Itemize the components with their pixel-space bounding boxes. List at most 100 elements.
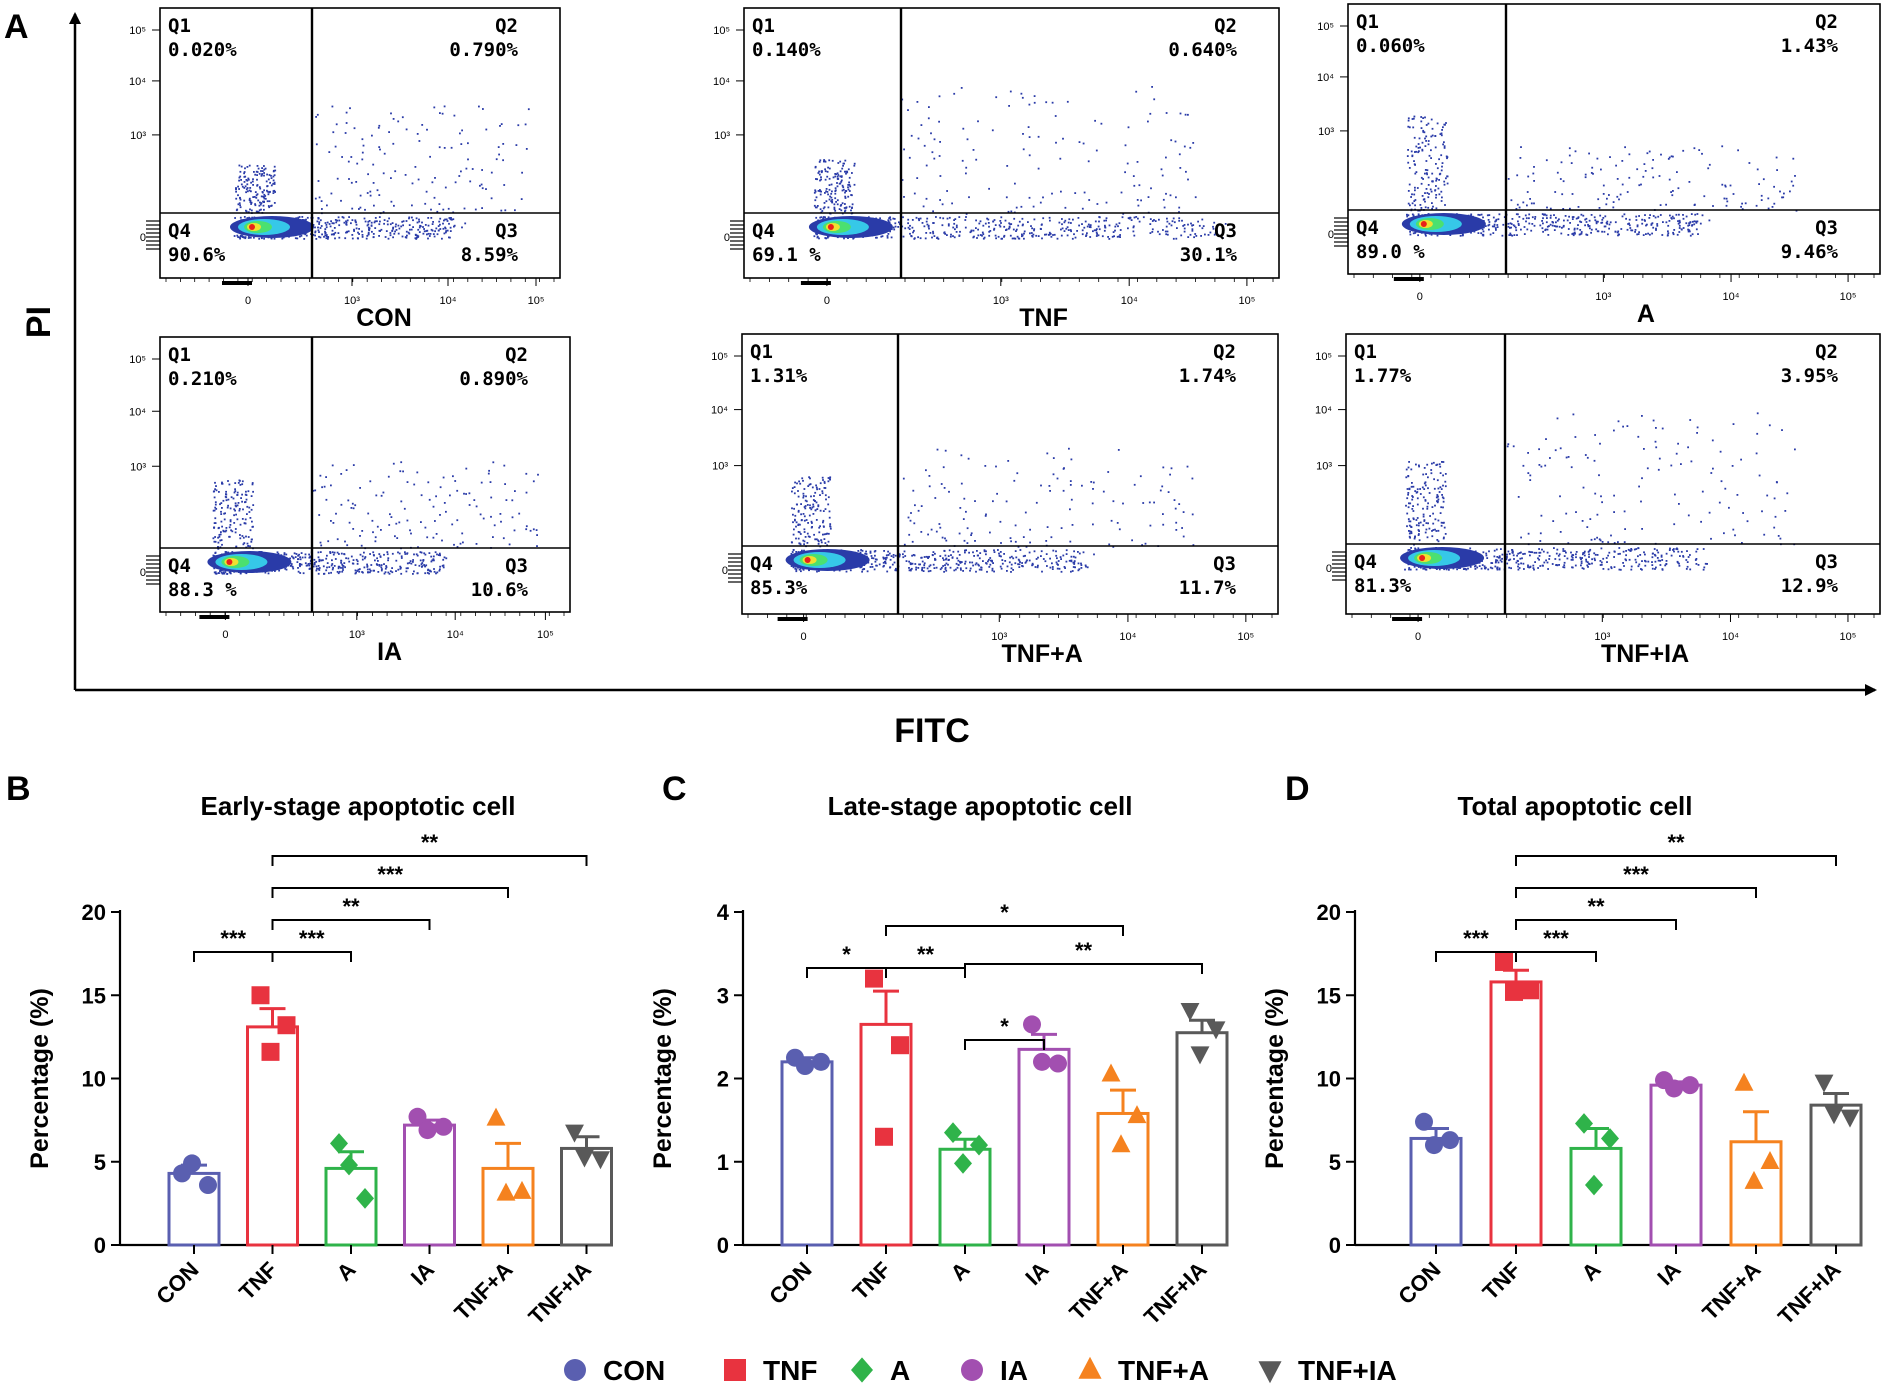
event-dot [1678, 219, 1681, 222]
event-dot [217, 527, 220, 530]
event-dot [345, 231, 347, 234]
event-dot [1424, 233, 1427, 236]
event-dot [1573, 227, 1576, 230]
event-dot [887, 233, 890, 235]
event-dot [1480, 213, 1483, 216]
event-dot [1686, 565, 1689, 568]
event-dot [944, 537, 946, 540]
event-dot [1421, 148, 1424, 151]
event-dot [1178, 217, 1181, 220]
event-dot [1045, 540, 1048, 542]
event-dot [260, 174, 263, 177]
event-dot [481, 207, 483, 209]
event-dot [922, 570, 925, 572]
event-dot [1541, 564, 1544, 567]
event-dot [803, 528, 806, 531]
event-dot [1470, 213, 1473, 216]
event-dot [963, 539, 966, 542]
event-dot [869, 550, 872, 553]
event-dot [317, 226, 319, 229]
event-dot [869, 566, 872, 568]
event-dot [1596, 230, 1599, 233]
event-dot [1518, 206, 1521, 209]
event-dot [386, 220, 389, 223]
event-dot [347, 499, 350, 502]
event-dot [461, 226, 463, 229]
event-dot [1110, 519, 1113, 522]
event-dot [933, 235, 936, 237]
event-dot [956, 566, 959, 569]
event-dot [939, 175, 942, 177]
event-dot [1725, 204, 1728, 207]
event-dot [361, 530, 364, 532]
event-dot [917, 567, 920, 569]
event-dot [859, 551, 862, 554]
event-dot [1434, 135, 1437, 137]
event-dot [1617, 230, 1620, 233]
event-dot [993, 219, 996, 221]
event-dot [1446, 157, 1448, 160]
event-dot [378, 235, 380, 237]
event-dot [431, 559, 434, 562]
event-dot [897, 226, 900, 228]
event-dot [886, 236, 889, 239]
event-dot [1197, 220, 1199, 223]
event-dot [1005, 500, 1008, 503]
event-dot [934, 552, 936, 555]
event-dot [1486, 214, 1489, 217]
event-dot [1567, 234, 1570, 236]
event-dot [327, 236, 329, 238]
event-dot [1625, 550, 1627, 552]
event-dot [1698, 149, 1701, 151]
event-dot [816, 205, 819, 207]
event-dot [1571, 193, 1574, 195]
event-dot [1675, 213, 1678, 216]
event-dot [1587, 566, 1589, 568]
event-dot [1094, 119, 1096, 122]
event-dot [901, 179, 904, 181]
event-dot [423, 552, 426, 555]
density-core-peak [226, 559, 233, 565]
event-dot [944, 564, 946, 567]
event-dot [816, 508, 819, 510]
event-dot [1507, 225, 1510, 228]
event-dot [1044, 560, 1047, 563]
event-dot [982, 224, 985, 227]
event-dot [1635, 215, 1638, 218]
event-dot [1689, 221, 1692, 224]
event-dot [1080, 562, 1082, 565]
event-dot [245, 191, 247, 194]
event-dot [1773, 202, 1776, 205]
event-dot [1484, 567, 1487, 570]
quadrant-q4-value: 85.3% [750, 577, 808, 599]
event-dot [250, 203, 252, 205]
event-dot [1642, 234, 1645, 236]
event-dot [1529, 554, 1531, 557]
event-dot [1062, 137, 1064, 140]
event-dot [1498, 213, 1501, 216]
event-dot [412, 573, 414, 575]
event-dot [957, 559, 960, 562]
event-dot [953, 219, 955, 221]
event-dot [1767, 197, 1770, 200]
event-dot [1773, 185, 1775, 188]
event-dot [366, 192, 369, 194]
event-dot [257, 167, 260, 170]
event-dot [272, 190, 275, 192]
event-dot [1493, 555, 1496, 558]
event-dot [378, 194, 381, 196]
event-dot [834, 187, 837, 190]
event-dot [1173, 221, 1176, 224]
event-dot [229, 572, 232, 575]
event-dot [468, 504, 471, 506]
event-dot [1120, 191, 1123, 194]
event-dot [1035, 558, 1038, 560]
event-dot [925, 232, 928, 234]
event-dot [1023, 237, 1025, 240]
event-dot [406, 519, 409, 522]
event-dot [218, 535, 221, 538]
event-dot [1163, 206, 1166, 209]
event-dot [902, 477, 905, 480]
event-dot [948, 490, 950, 493]
quadrant-q1-value: 0.140% [752, 39, 821, 61]
